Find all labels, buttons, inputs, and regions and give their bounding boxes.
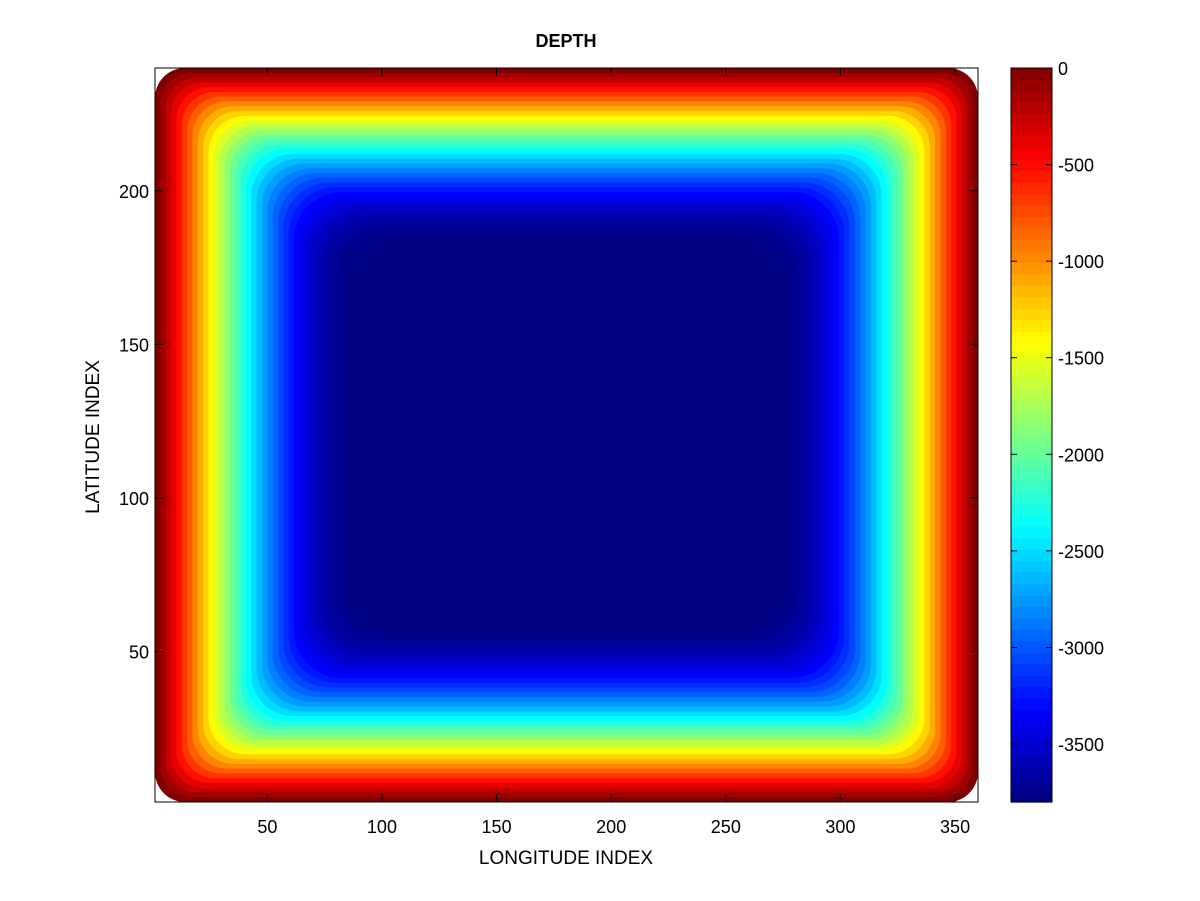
colorbar-band bbox=[1011, 549, 1052, 562]
colorbar-band bbox=[1011, 435, 1052, 448]
colorbar bbox=[1011, 68, 1052, 803]
colorbar-band bbox=[1011, 320, 1052, 333]
colorbar-band bbox=[1011, 274, 1052, 287]
x-tick-label: 150 bbox=[482, 817, 512, 837]
colorbar-band bbox=[1011, 262, 1052, 276]
colorbar-band bbox=[1011, 389, 1052, 402]
colorbar-tick-label: -2000 bbox=[1058, 445, 1104, 465]
colorbar-band bbox=[1011, 297, 1052, 310]
colorbar-band bbox=[1011, 90, 1052, 104]
colorbar-band bbox=[1011, 595, 1052, 608]
colorbar-band bbox=[1011, 308, 1052, 321]
colorbar-band bbox=[1011, 251, 1052, 264]
colorbar-band bbox=[1011, 790, 1052, 803]
colorbar-band bbox=[1011, 652, 1052, 665]
colorbar-band bbox=[1011, 607, 1052, 620]
colorbar-band bbox=[1011, 698, 1052, 711]
colorbar-frame bbox=[1010, 67, 1053, 803]
colorbar-tick-label: -1500 bbox=[1058, 349, 1104, 369]
colorbar-band bbox=[1011, 136, 1052, 149]
colorbar-band bbox=[1011, 125, 1052, 138]
x-axis-label: LONGITUDE INDEX bbox=[479, 848, 654, 869]
colorbar-band bbox=[1011, 113, 1052, 126]
colorbar-band bbox=[1011, 687, 1052, 700]
colorbar-band bbox=[1011, 641, 1052, 654]
x-tick-label: 100 bbox=[367, 817, 397, 837]
colorbar-band bbox=[1011, 744, 1052, 757]
colorbar-band bbox=[1011, 721, 1052, 734]
colorbar-band bbox=[1011, 171, 1052, 184]
colorbar-band bbox=[1011, 400, 1052, 413]
x-tick-label: 200 bbox=[596, 817, 626, 837]
colorbar-band bbox=[1011, 68, 1052, 81]
colorbar-band bbox=[1011, 182, 1052, 195]
colorbar-band bbox=[1011, 446, 1052, 459]
colorbar-band bbox=[1011, 756, 1052, 769]
colorbar-band bbox=[1011, 572, 1052, 585]
colorbar-tick-label: -2500 bbox=[1058, 542, 1104, 562]
colorbar-band bbox=[1011, 148, 1052, 161]
colorbar-band bbox=[1011, 480, 1052, 493]
colorbar-tick-label: -1000 bbox=[1058, 252, 1104, 272]
colorbar-band bbox=[1011, 228, 1052, 241]
colorbar-band bbox=[1011, 423, 1052, 436]
colorbar-tick-label: -3500 bbox=[1058, 735, 1104, 755]
colorbar-band bbox=[1011, 469, 1052, 482]
x-axis-ticks: 50 100 150 200 250 300 350 bbox=[257, 68, 970, 837]
colorbar-tick-label: -500 bbox=[1058, 156, 1094, 176]
y-tick-label: 50 bbox=[129, 643, 149, 663]
y-axis-label: LATITUDE INDEX bbox=[83, 360, 104, 514]
colorbar-band bbox=[1011, 492, 1052, 505]
colorbar-band bbox=[1011, 515, 1052, 528]
colorbar-band bbox=[1011, 331, 1052, 344]
x-tick-label: 300 bbox=[825, 817, 855, 837]
colorbar-band bbox=[1011, 79, 1052, 92]
x-tick-label: 250 bbox=[711, 817, 741, 837]
x-tick-label: 50 bbox=[257, 817, 277, 837]
colorbar-band bbox=[1011, 618, 1052, 631]
colorbar-band bbox=[1011, 503, 1052, 516]
y-axis-ticks: 50 100 150 200 bbox=[119, 182, 978, 663]
colorbar-band bbox=[1011, 102, 1052, 115]
y-tick-label: 200 bbox=[119, 182, 149, 202]
colorbar-band bbox=[1011, 538, 1052, 551]
colorbar-tick-label: 0 bbox=[1058, 59, 1068, 79]
colorbar-band bbox=[1011, 217, 1052, 230]
colorbar-band bbox=[1011, 675, 1052, 688]
colorbar-band bbox=[1011, 457, 1052, 471]
chart-title: DEPTH bbox=[535, 31, 596, 51]
colorbar-band bbox=[1011, 664, 1052, 677]
colorbar-band bbox=[1011, 412, 1052, 425]
y-tick-label: 150 bbox=[119, 335, 149, 355]
colorbar-band bbox=[1011, 629, 1052, 643]
heatmap-contour bbox=[475, 354, 658, 516]
colorbar-band bbox=[1011, 354, 1052, 367]
colorbar-band bbox=[1011, 584, 1052, 597]
colorbar-band bbox=[1011, 526, 1052, 539]
colorbar-band bbox=[1011, 285, 1052, 298]
colorbar-ticks: 0 -500 -1000 -1500 -2000 -2500 -3000 -3500 bbox=[1011, 59, 1104, 755]
colorbar-band bbox=[1011, 205, 1052, 218]
colorbar-tick-label: -3000 bbox=[1058, 638, 1104, 658]
depth-heatmap bbox=[155, 68, 978, 802]
colorbar-band bbox=[1011, 710, 1052, 723]
colorbar-band bbox=[1011, 240, 1052, 253]
colorbar-band bbox=[1011, 366, 1052, 379]
colorbar-band bbox=[1011, 733, 1052, 746]
colorbar-band bbox=[1011, 343, 1052, 356]
colorbar-band bbox=[1011, 159, 1052, 172]
x-tick-label: 350 bbox=[940, 817, 970, 837]
colorbar-band bbox=[1011, 767, 1052, 780]
axes-frame bbox=[154, 67, 979, 803]
colorbar-band bbox=[1011, 779, 1052, 792]
y-tick-label: 100 bbox=[119, 489, 149, 509]
colorbar-band bbox=[1011, 561, 1052, 574]
colorbar-band bbox=[1011, 377, 1052, 390]
colorbar-band bbox=[1011, 194, 1052, 207]
